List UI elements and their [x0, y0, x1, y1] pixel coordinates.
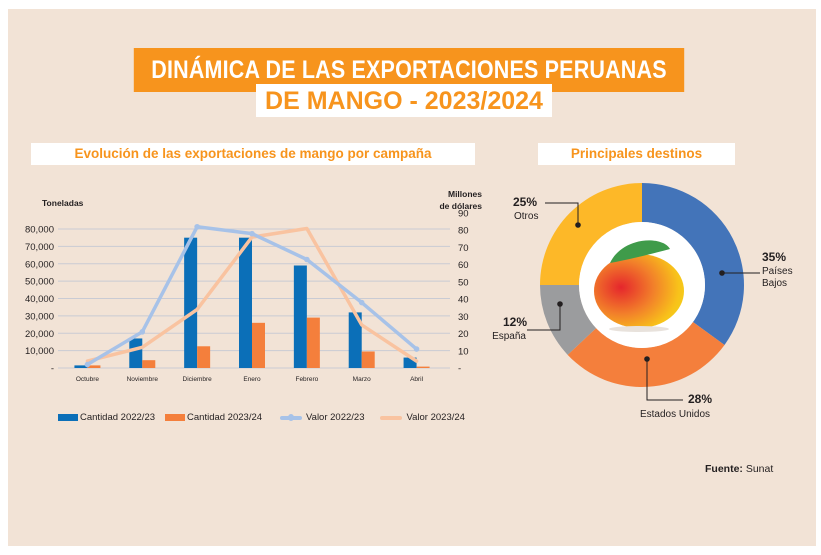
x-tick-label: Noviembre: [127, 376, 159, 383]
y-tick-label-right: 30: [458, 312, 469, 323]
bar-cantidad-2022: [239, 237, 252, 368]
y-tick-label-right: 70: [458, 243, 469, 254]
source-note: Fuente: Sunat: [705, 463, 773, 475]
legend-item-cantidad-2022: Cantidad 2022/23: [58, 412, 155, 423]
bar-cantidad-2022: [184, 237, 198, 368]
y-tick-label-left: 40,000: [25, 294, 54, 305]
y-tick-label-right: -: [458, 364, 461, 375]
y-tick-label-left: 10,000: [25, 346, 54, 357]
line-valor-2022-point: [413, 346, 420, 352]
x-tick-label: Octubre: [76, 376, 100, 383]
donut-value-label: 28%: [688, 392, 712, 406]
bar-cantidad-2022: [74, 365, 88, 368]
title-line2: DE MANGO - 2023/2024: [265, 87, 543, 115]
legend-label: Cantidad 2022/23: [80, 412, 156, 423]
title-subbanner: DE MANGO - 2023/2024: [256, 84, 552, 117]
line-valor-2023: [85, 226, 419, 363]
donut-category-label: Bajos: [762, 278, 787, 289]
line-valor-2022-point: [358, 299, 365, 306]
x-tick-label: Diciembre: [183, 376, 213, 383]
donut-chart-title: Principales destinos: [538, 143, 735, 165]
line-valor-2022-point: [249, 230, 255, 237]
bar-cantidad-2023: [252, 322, 265, 368]
y-tick-label-right: 10: [458, 346, 469, 357]
leader-line: [646, 359, 683, 401]
legend-item-valor-2022: Valor 2022/23: [280, 412, 364, 423]
legend-item-valor-2023: Valor 2023/24: [380, 412, 465, 423]
bar-cantidad-2023: [361, 351, 375, 368]
x-tick-label: Enero: [243, 376, 261, 383]
mango-image: [594, 240, 684, 332]
donut-value-label: 35%: [762, 250, 786, 264]
bar-cantidad-2023: [306, 317, 320, 368]
line-valor-2022-point: [194, 223, 200, 230]
legend-label: Cantidad 2023/24: [187, 412, 263, 423]
bar-cantidad-2023: [416, 366, 430, 368]
y2-label-line2: de dólares: [439, 201, 482, 211]
legend-item-cantidad-2023: Cantidad 2023/24: [165, 412, 262, 423]
y-tick-label-left: 60,000: [25, 259, 54, 270]
source-value: Sunat: [745, 463, 774, 475]
title-banner: DINÁMICA DE LAS EXPORTACIONES PERUANAS: [133, 48, 685, 92]
y-tick-label-left: -: [51, 364, 54, 375]
title-line1: DINÁMICA DE LAS EXPORTACIONES PERUANAS: [151, 56, 667, 84]
y-tick-label-left: 70,000: [25, 242, 54, 253]
y-tick-label-right: 60: [458, 260, 469, 271]
line-valor-2022-point: [139, 329, 146, 335]
y-tick-label-left: 30,000: [25, 311, 54, 322]
y-tick-label-right: 50: [458, 277, 469, 288]
x-tick-label: Febrero: [295, 376, 318, 383]
bar-cantidad-2022: [293, 265, 307, 368]
leader-line: [527, 304, 561, 331]
y2-label-line1: Millones: [447, 189, 482, 199]
donut-value-label: 12%: [503, 315, 527, 329]
bar-cantidad-2023: [142, 360, 156, 368]
slice-paises-bajos: [642, 183, 744, 345]
slice-otros: [540, 183, 642, 285]
source-label: Fuente:: [705, 463, 743, 475]
mango-fruit: [594, 254, 684, 328]
y-tick-label-right: 90: [458, 209, 469, 220]
legend-swatch-bar: [58, 414, 78, 421]
y-tick-label-left: 20,000: [25, 329, 54, 340]
x-tick-label: Marzo: [353, 376, 371, 383]
donut-category-label: Países: [762, 266, 793, 277]
y-tick-label-right: 40: [458, 295, 469, 306]
bar-cantidad-2022: [129, 338, 143, 368]
y-tick-label-left: 50,000: [25, 277, 54, 288]
bar-cantidad-2023: [87, 365, 101, 368]
legend-swatch-line: [280, 414, 303, 421]
y-axis-label-right: Millones de dólares: [432, 188, 482, 212]
bar-chart-title: Evolución de las exportaciones de mango …: [31, 143, 475, 165]
bar-cantidad-2022: [403, 357, 417, 368]
legend-swatch-line: [380, 415, 403, 420]
donut-category-label: España: [492, 331, 526, 342]
leader-line: [545, 202, 579, 225]
donut-value-label: 25%: [513, 195, 537, 209]
mango-shadow: [609, 326, 669, 332]
y-tick-label-left: 80,000: [25, 225, 54, 236]
slice-estados-unidos: [567, 322, 725, 387]
line-valor-2022-point: [304, 256, 310, 263]
legend-swatch-bar: [165, 414, 186, 421]
y-axis-label-left: Toneladas: [42, 198, 84, 208]
legend-label: Valor 2022/23: [306, 412, 365, 423]
x-tick-label: Abril: [410, 376, 424, 383]
legend-label: Valor 2023/24: [406, 412, 465, 423]
donut-category-label: Estados Unidos: [640, 409, 710, 420]
slice-espana: [540, 285, 597, 355]
mango-leaf: [610, 240, 670, 263]
bar-cantidad-2022: [348, 312, 362, 368]
donut-category-label: Otros: [514, 211, 538, 222]
line-valor-2022-point: [84, 361, 91, 368]
y-tick-label-right: 80: [458, 226, 469, 237]
y-tick-label-right: 20: [458, 329, 469, 340]
bar-cantidad-2023: [197, 346, 211, 368]
chart-legend: Cantidad 2022/23 Cantidad 2023/24 Valor …: [58, 412, 475, 423]
